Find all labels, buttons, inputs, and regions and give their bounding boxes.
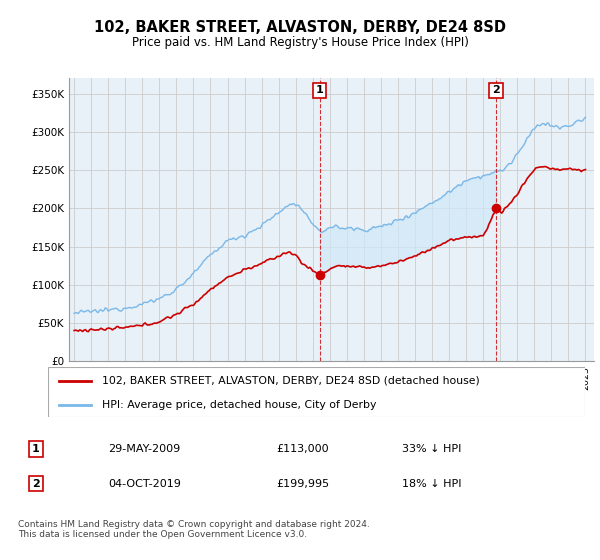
- Text: HPI: Average price, detached house, City of Derby: HPI: Average price, detached house, City…: [102, 400, 376, 409]
- Text: 29-MAY-2009: 29-MAY-2009: [108, 444, 180, 454]
- FancyBboxPatch shape: [48, 367, 585, 417]
- Text: 102, BAKER STREET, ALVASTON, DERBY, DE24 8SD: 102, BAKER STREET, ALVASTON, DERBY, DE24…: [94, 20, 506, 35]
- Text: 33% ↓ HPI: 33% ↓ HPI: [402, 444, 461, 454]
- Text: 1: 1: [32, 444, 40, 454]
- Text: Contains HM Land Registry data © Crown copyright and database right 2024.
This d: Contains HM Land Registry data © Crown c…: [18, 520, 370, 539]
- Text: 18% ↓ HPI: 18% ↓ HPI: [402, 479, 461, 489]
- Text: 04-OCT-2019: 04-OCT-2019: [108, 479, 181, 489]
- Text: Price paid vs. HM Land Registry's House Price Index (HPI): Price paid vs. HM Land Registry's House …: [131, 36, 469, 49]
- Text: £113,000: £113,000: [276, 444, 329, 454]
- Text: 1: 1: [316, 86, 323, 95]
- Text: 2: 2: [32, 479, 40, 489]
- Text: 102, BAKER STREET, ALVASTON, DERBY, DE24 8SD (detached house): 102, BAKER STREET, ALVASTON, DERBY, DE24…: [102, 376, 479, 386]
- Text: 2: 2: [492, 86, 500, 95]
- Text: £199,995: £199,995: [276, 479, 329, 489]
